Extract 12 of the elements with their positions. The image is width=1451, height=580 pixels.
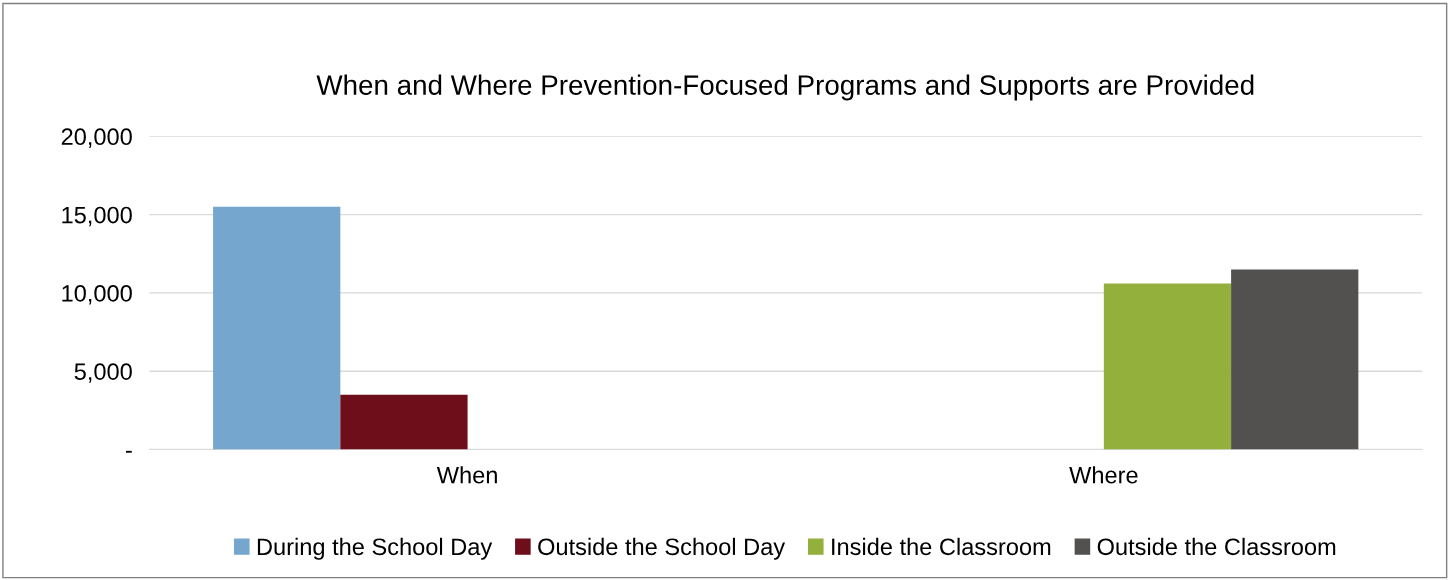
y-tick-label: 20,000 [61,128,132,148]
y-tick-label: 10,000 [62,284,132,305]
legend-label: Outside the School Day [538,537,786,560]
chart-title: When and Where Prevention-Focused Programs and Supports are Provided [316,74,1254,101]
legend-label: Outside the Classroom [1097,537,1336,556]
y-tick-label: 5,000 [74,363,132,383]
y-tick-label: - [125,450,132,453]
y-tick-label: 15,000 [62,206,132,227]
x-tick-label: When [436,466,497,484]
legend-label: During the School Day [257,537,493,560]
legend-label: Inside the Classroom [832,537,1051,556]
x-tick-label: Where [1069,466,1138,484]
